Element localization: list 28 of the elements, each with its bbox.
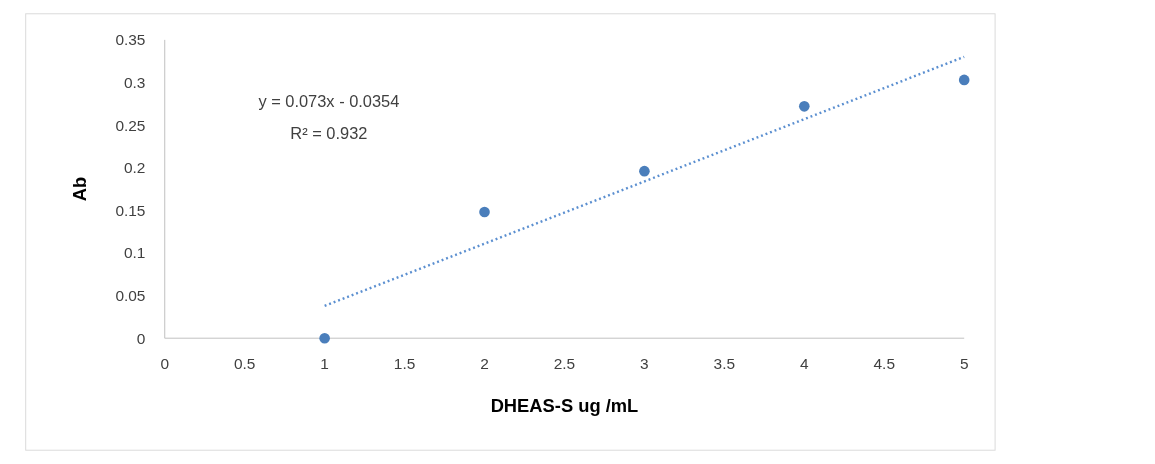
x-tick-label: 3 <box>640 355 649 373</box>
x-tick-label: 4 <box>800 355 809 373</box>
y-tick-label: 0.1 <box>123 244 146 262</box>
annotation: R² = 0.932 <box>290 124 368 143</box>
y-tick-label: 0.15 <box>115 201 146 219</box>
x-axis-title: DHEAS-S ug /mL <box>490 394 639 416</box>
y-tick-label: 0.25 <box>115 116 146 134</box>
x-tick-label: 5 <box>959 355 969 373</box>
point <box>798 101 810 112</box>
x-tick-label: 4.5 <box>873 355 895 373</box>
x-tick-label: 3.5 <box>713 355 736 373</box>
y-tick-label: 0.35 <box>115 31 146 49</box>
point <box>479 206 490 218</box>
point <box>639 165 650 177</box>
x-tick-label: 1.5 <box>393 355 416 373</box>
y-tick-label: 0.2 <box>123 159 146 177</box>
x-tick-label: 0 <box>160 355 170 373</box>
annotation: y = 0.073x - 0.0354 <box>258 92 400 111</box>
x-tick-label: 0.5 <box>233 355 256 373</box>
x-tick-label: 2 <box>480 355 489 373</box>
point <box>319 332 330 344</box>
y-axis-title: Ab <box>68 176 90 202</box>
y-tick-label: 0.3 <box>123 73 146 91</box>
x-tick-label: 1 <box>320 355 329 373</box>
y-tick-label: 0.05 <box>115 286 146 304</box>
x-tick-label: 2.5 <box>553 355 576 373</box>
y-tick-label: 0 <box>136 329 146 347</box>
point <box>958 74 970 86</box>
